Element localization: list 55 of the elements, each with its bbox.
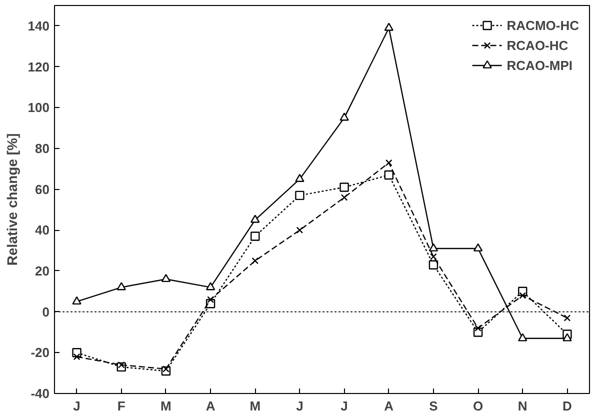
y-tick-label: 80 xyxy=(35,140,50,156)
point xyxy=(518,333,528,342)
x-tick-label: O xyxy=(472,398,484,414)
y-tick-label: 140 xyxy=(28,18,50,34)
y-tick-label: 0 xyxy=(42,304,50,320)
point xyxy=(340,194,348,201)
point xyxy=(250,214,260,223)
point xyxy=(118,361,125,368)
point xyxy=(474,324,482,332)
y-tick-label: 100 xyxy=(28,100,50,116)
y-tick-label: -20 xyxy=(30,345,50,360)
y-axis-title: Relative change [%] xyxy=(4,133,20,266)
point xyxy=(564,314,571,322)
point xyxy=(295,190,304,200)
x-tick-label: J xyxy=(340,398,348,414)
point xyxy=(519,292,526,299)
x-tick-label: A xyxy=(206,398,216,414)
point xyxy=(340,112,349,121)
legend-label: RCAO-HC xyxy=(506,38,568,52)
point xyxy=(252,257,259,264)
y-tick-label: 40 xyxy=(35,222,50,238)
point xyxy=(384,22,394,31)
y-tick-label: 20 xyxy=(35,263,50,278)
point xyxy=(385,159,392,166)
x-tick-label: N xyxy=(518,398,528,414)
x-tick-label: S xyxy=(429,398,438,414)
point xyxy=(161,274,171,282)
y-tick-label: -40 xyxy=(30,386,50,401)
legend-label: RACMO-HC xyxy=(506,18,579,32)
point xyxy=(340,182,349,192)
point xyxy=(73,353,80,360)
x-tick-label: J xyxy=(296,398,304,414)
point xyxy=(295,174,304,182)
y-tick-label: 120 xyxy=(28,59,50,74)
point xyxy=(250,232,260,241)
x-tick-label: M xyxy=(160,398,172,414)
point xyxy=(162,366,170,372)
x-tick-label: J xyxy=(73,398,80,414)
point xyxy=(296,226,304,234)
point xyxy=(206,282,216,290)
x-tick-label: A xyxy=(384,398,394,414)
point xyxy=(473,243,483,252)
x-tick-label: F xyxy=(117,398,126,414)
point xyxy=(562,333,572,342)
x-tick-label: D xyxy=(562,398,572,414)
point xyxy=(72,296,82,305)
legend-label: RCAO-MPI xyxy=(506,58,572,72)
point xyxy=(384,170,394,180)
point xyxy=(116,282,126,290)
y-tick-label: 60 xyxy=(35,182,50,197)
point xyxy=(428,260,438,270)
point xyxy=(428,243,438,252)
x-tick-label: M xyxy=(250,398,261,414)
point xyxy=(207,296,214,303)
point xyxy=(430,253,437,260)
